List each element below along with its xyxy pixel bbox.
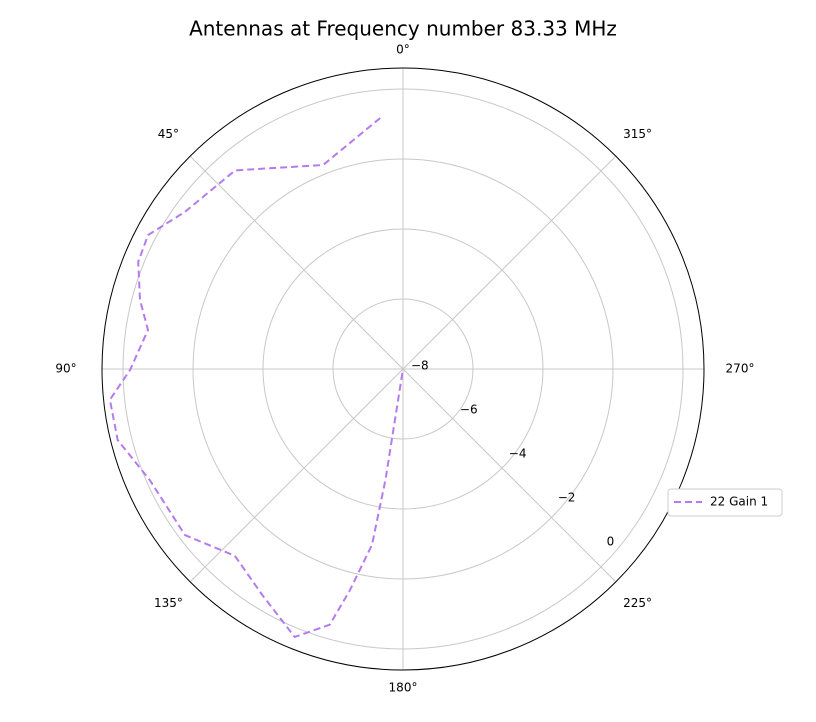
angle-tick-label: 90° <box>55 362 76 376</box>
series-line <box>108 117 404 639</box>
angle-tick-label: 315° <box>623 127 652 141</box>
radial-tick-label: 0 <box>607 535 615 549</box>
angle-tick-label: 270° <box>726 362 755 376</box>
angle-tick-label: 45° <box>158 127 179 141</box>
radial-grid-circle <box>332 298 474 440</box>
radial-grid-circle <box>122 88 684 650</box>
angle-grid-line <box>402 368 617 583</box>
chart-title: Antennas at Frequency number 83.33 MHz <box>189 17 617 41</box>
polar-frame <box>101 67 705 671</box>
radial-tick-label: −4 <box>509 447 527 461</box>
radial-tick-label: −8 <box>411 359 429 373</box>
angle-grid-line <box>189 368 404 583</box>
angle-grid-line <box>402 155 617 370</box>
angle-grid-line <box>189 155 404 370</box>
angle-tick-label: 0° <box>396 43 410 57</box>
radial-grid-circle <box>192 158 614 580</box>
angle-tick-label: 225° <box>623 596 652 610</box>
radial-tick-label: −6 <box>460 403 478 417</box>
angle-tick-label: 180° <box>389 681 418 695</box>
angle-tick-label: 135° <box>154 596 183 610</box>
radial-grid-circle <box>262 228 544 510</box>
legend-box <box>667 488 783 517</box>
radial-tick-label: −2 <box>558 491 576 505</box>
legend-label: 22 Gain 1 <box>710 495 768 509</box>
